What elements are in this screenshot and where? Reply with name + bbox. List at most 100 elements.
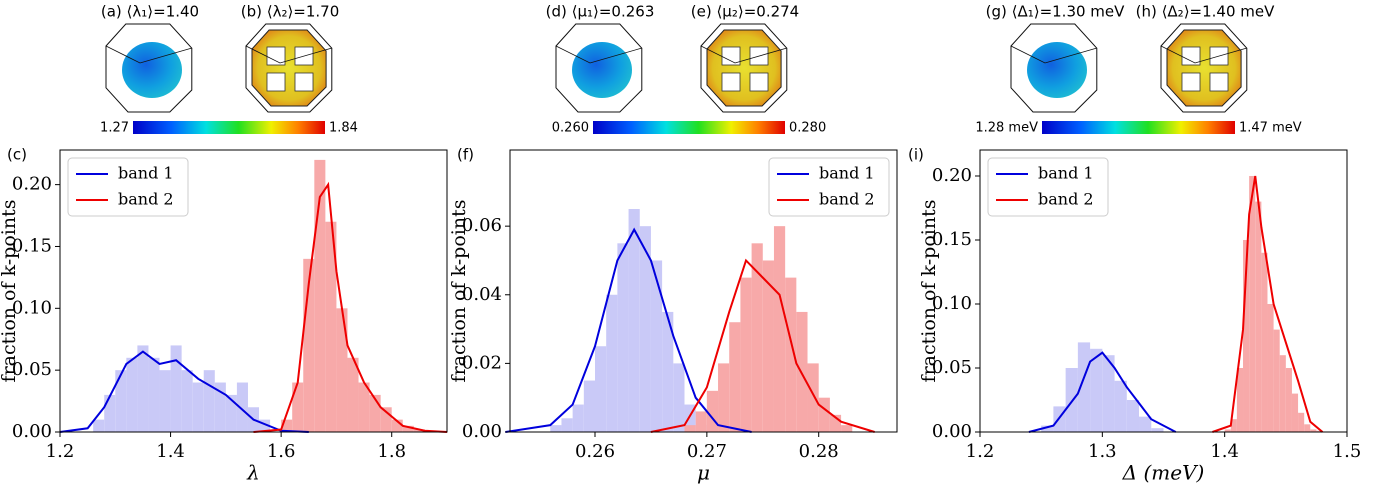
colorbar-tick-label: 1.27 bbox=[100, 121, 129, 136]
y-tick-label: 0.00 bbox=[932, 421, 972, 442]
x-tick-label: 0.26 bbox=[575, 441, 615, 462]
histogram-bar bbox=[347, 357, 359, 432]
surface-label: (e) ⟨μ₂⟩=0.274 bbox=[691, 3, 799, 21]
brillouin-zone-edge bbox=[105, 45, 193, 64]
histogram-bar bbox=[1077, 342, 1091, 432]
histogram-bar bbox=[829, 414, 842, 432]
x-tick-label: 1.4 bbox=[156, 441, 185, 462]
surface-hole bbox=[1181, 46, 1201, 66]
legend-label: band 2 bbox=[1038, 190, 1094, 209]
histogram-bar bbox=[662, 311, 674, 432]
colorbar-tick-label: 1.84 bbox=[329, 121, 358, 136]
histogram-bar bbox=[1224, 429, 1231, 432]
histogram-bar bbox=[1255, 201, 1262, 432]
legend-box bbox=[987, 157, 1109, 217]
histogram-bar bbox=[369, 394, 381, 432]
surface-label: (b) ⟨λ₂⟩=1.70 bbox=[241, 3, 340, 21]
y-tick-label: 0.20 bbox=[932, 165, 972, 186]
surface-hole bbox=[266, 72, 286, 92]
histogram-bar bbox=[181, 370, 193, 432]
x-tick-label: 1.3 bbox=[1088, 441, 1117, 462]
histogram-bar bbox=[695, 411, 707, 432]
histogram-bar bbox=[1261, 252, 1268, 432]
legend-label: band 2 bbox=[118, 190, 174, 209]
colorbar bbox=[1042, 121, 1235, 134]
histogram-bar bbox=[1102, 355, 1115, 432]
plot-frame bbox=[59, 149, 448, 433]
panel-label: (c) bbox=[7, 146, 27, 164]
histogram-bar bbox=[762, 260, 774, 432]
brillouin-zone-edge bbox=[1160, 45, 1248, 64]
histogram-bar bbox=[115, 370, 127, 432]
surface-label: (h) ⟨Δ₂⟩=1.40 meV bbox=[1136, 3, 1276, 21]
brillouin-zone-edge bbox=[1010, 45, 1098, 64]
histogram-bar bbox=[617, 243, 629, 432]
histogram-bar bbox=[673, 363, 685, 432]
histogram-bar bbox=[380, 407, 392, 432]
histogram-bar bbox=[281, 419, 293, 432]
y-axis-label: fraction of k-points bbox=[448, 200, 470, 383]
histogram-bar bbox=[1304, 424, 1311, 432]
fermi-surface bbox=[572, 42, 632, 98]
histogram-bar bbox=[1139, 416, 1152, 432]
fermi-surface bbox=[1027, 42, 1087, 98]
surface-label: (d) ⟨μ₁⟩=0.263 bbox=[546, 3, 655, 21]
histogram-bar bbox=[1298, 412, 1305, 432]
histogram-bar bbox=[292, 382, 304, 432]
brillouin-zone bbox=[245, 23, 333, 113]
histogram-bar bbox=[1230, 419, 1237, 432]
x-tick-label: 1.8 bbox=[377, 441, 406, 462]
histogram-bar bbox=[1310, 429, 1317, 432]
y-tick-label: 0.10 bbox=[932, 293, 972, 314]
histogram-bar bbox=[192, 382, 204, 432]
histogram-bar bbox=[1316, 430, 1323, 432]
plot-frame bbox=[509, 149, 898, 433]
y-tick-label: 0.02 bbox=[462, 352, 502, 373]
surface-hole bbox=[749, 72, 769, 92]
histogram-bar bbox=[391, 419, 403, 432]
histogram-bar bbox=[807, 363, 819, 432]
x-tick-label: 1.4 bbox=[1210, 441, 1239, 462]
y-tick-label: 0.00 bbox=[462, 421, 502, 442]
x-axis-label: Δ (meV) bbox=[1122, 461, 1205, 485]
y-tick-label: 0.10 bbox=[12, 297, 52, 318]
histogram-bar bbox=[1151, 428, 1164, 432]
surface-label: (a) ⟨λ₁⟩=1.40 bbox=[101, 3, 199, 21]
surface-hole bbox=[721, 46, 741, 66]
histogram-bar bbox=[203, 370, 215, 432]
histogram-bar bbox=[729, 322, 741, 432]
histogram-bar bbox=[259, 419, 271, 432]
fermi-surface bbox=[706, 29, 782, 107]
histogram-bar bbox=[236, 382, 248, 432]
brillouin-zone-edge bbox=[555, 45, 643, 64]
surface-hole bbox=[1209, 72, 1229, 92]
y-tick-label: 0.04 bbox=[462, 284, 502, 305]
histogram-bar bbox=[1267, 303, 1274, 432]
legend-label: band 2 bbox=[819, 190, 875, 209]
y-tick-label: 0.06 bbox=[462, 215, 502, 236]
brillouin-zone bbox=[1160, 23, 1248, 113]
histogram-bar bbox=[225, 394, 237, 432]
histogram-bar bbox=[785, 277, 797, 432]
y-tick-label: 0.05 bbox=[12, 359, 52, 380]
histogram-bar bbox=[606, 294, 618, 432]
histogram-bar bbox=[314, 159, 326, 433]
surface-hole bbox=[266, 46, 286, 66]
brillouin-zone-edge bbox=[245, 45, 333, 64]
x-axis-label: μ bbox=[697, 461, 710, 485]
histogram-bar bbox=[402, 425, 414, 432]
panel-label: (f) bbox=[457, 146, 474, 164]
histogram-bar bbox=[773, 226, 786, 432]
histogram-bar bbox=[1285, 367, 1292, 432]
legend-box bbox=[67, 157, 189, 217]
fermi-surface bbox=[1166, 29, 1242, 107]
histogram-bar bbox=[718, 363, 730, 432]
kde-line bbox=[59, 350, 309, 433]
colorbar-tick-label: 0.260 bbox=[552, 121, 589, 136]
histogram-bar bbox=[137, 345, 149, 432]
kde-line bbox=[505, 227, 752, 433]
legend-label: band 1 bbox=[1038, 164, 1094, 183]
histogram-bar bbox=[818, 397, 830, 432]
histogram-bar bbox=[1279, 355, 1286, 432]
